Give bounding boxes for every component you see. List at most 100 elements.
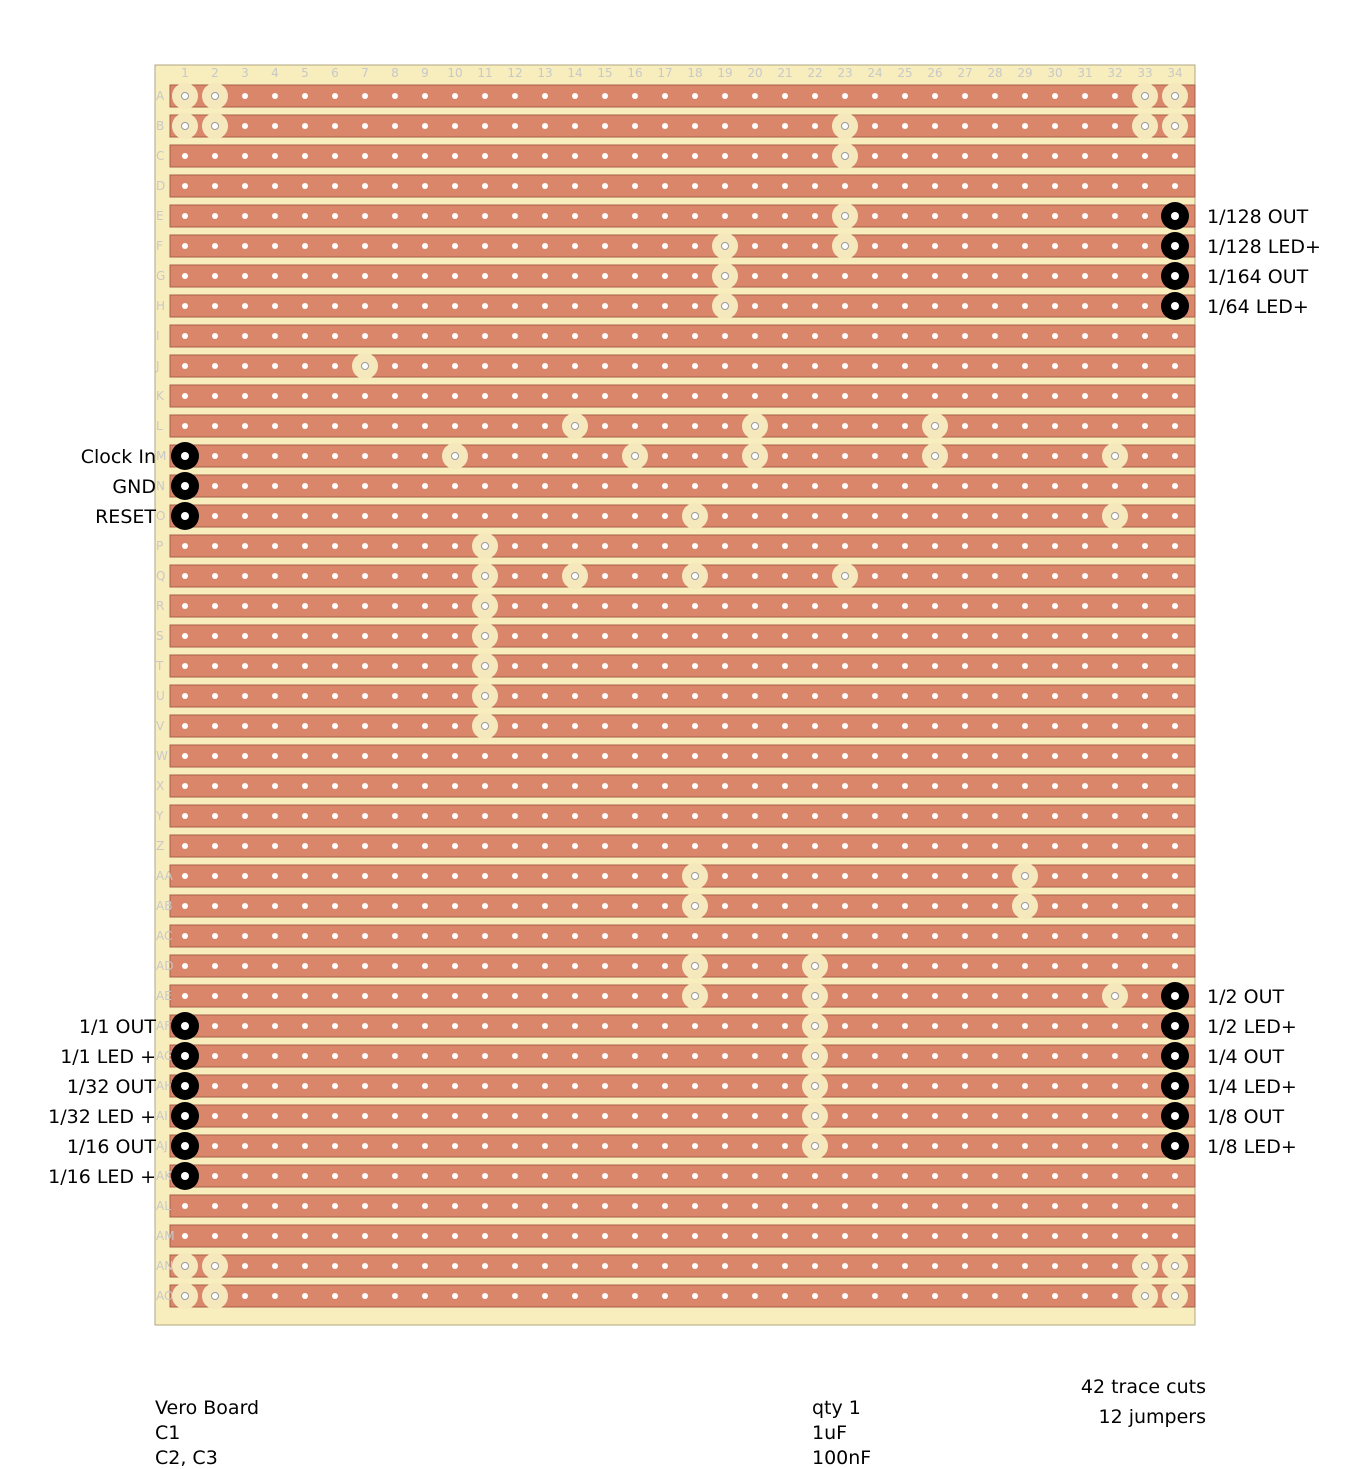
strip-hole	[512, 243, 518, 249]
row-label: W	[156, 749, 168, 763]
strip-hole	[812, 1203, 818, 1209]
strip-hole	[1082, 663, 1088, 669]
strip-hole	[1112, 813, 1118, 819]
strip-hole	[1082, 1143, 1088, 1149]
strip-hole	[1142, 333, 1148, 339]
strip-hole	[482, 843, 488, 849]
strip-hole	[902, 1173, 908, 1179]
strip-hole	[872, 603, 878, 609]
trace-cut-hole	[1141, 92, 1149, 100]
connection-label-right: 1/8 OUT	[1207, 1106, 1284, 1128]
strip-hole	[302, 153, 308, 159]
strip-hole	[1142, 1113, 1148, 1119]
strip-hole	[302, 573, 308, 579]
strip-hole	[302, 903, 308, 909]
strip-hole	[512, 1113, 518, 1119]
trace-cut-hole	[691, 572, 699, 580]
strip-hole	[992, 1143, 998, 1149]
strip-hole	[272, 723, 278, 729]
strip-hole	[602, 543, 608, 549]
strip-hole	[212, 873, 218, 879]
strip-hole	[452, 183, 458, 189]
strip-hole	[272, 873, 278, 879]
strip-hole	[332, 1083, 338, 1089]
strip-hole	[1022, 453, 1028, 459]
strip-hole	[602, 753, 608, 759]
strip-hole	[212, 603, 218, 609]
strip-hole	[272, 393, 278, 399]
strip-hole	[632, 1023, 638, 1029]
strip-hole	[692, 663, 698, 669]
copper-strip	[169, 114, 1196, 138]
strip-hole	[422, 123, 428, 129]
strip-hole	[932, 1083, 938, 1089]
strip-hole	[272, 363, 278, 369]
strip-hole	[1052, 543, 1058, 549]
strip-hole	[302, 1173, 308, 1179]
strip-hole	[992, 123, 998, 129]
trace-cut-hole	[841, 572, 849, 580]
strip-hole	[812, 513, 818, 519]
strip-hole	[302, 1023, 308, 1029]
strip-hole	[212, 483, 218, 489]
trace-cut-hole	[811, 1112, 819, 1120]
trace-cut-hole	[691, 962, 699, 970]
strip-hole	[272, 543, 278, 549]
column-label: 29	[1017, 66, 1032, 80]
strip-hole	[842, 513, 848, 519]
strip-hole	[392, 93, 398, 99]
column-label: 23	[837, 66, 852, 80]
strip-hole	[1112, 843, 1118, 849]
strip-hole	[1052, 723, 1058, 729]
strip-hole	[1142, 423, 1148, 429]
strip-hole	[542, 843, 548, 849]
copper-strip	[169, 1014, 1196, 1038]
strip-hole	[542, 363, 548, 369]
strip-hole	[782, 93, 788, 99]
strip-hole	[482, 423, 488, 429]
strip-hole	[662, 1113, 668, 1119]
strip-hole	[1112, 723, 1118, 729]
strip-hole	[692, 153, 698, 159]
strip-hole	[1112, 273, 1118, 279]
column-label: 13	[537, 66, 552, 80]
strip-hole	[1052, 963, 1058, 969]
strip-hole	[842, 813, 848, 819]
strip-hole	[1112, 543, 1118, 549]
column-label: 8	[391, 66, 399, 80]
trace-cut-hole	[691, 872, 699, 880]
strip-hole	[992, 333, 998, 339]
strip-hole	[1112, 303, 1118, 309]
strip-hole	[992, 423, 998, 429]
strip-hole	[272, 1293, 278, 1299]
strip-hole	[572, 153, 578, 159]
strip-hole	[422, 513, 428, 519]
strip-hole	[902, 483, 908, 489]
strip-hole	[572, 93, 578, 99]
strip-hole	[422, 933, 428, 939]
row-label: AJ	[156, 1139, 168, 1153]
strip-hole	[302, 1263, 308, 1269]
strip-hole	[392, 753, 398, 759]
strip-hole	[1052, 213, 1058, 219]
strip-hole	[1142, 543, 1148, 549]
strip-hole	[692, 213, 698, 219]
strip-hole	[1052, 603, 1058, 609]
strip-hole	[1082, 1203, 1088, 1209]
strip-hole	[242, 1083, 248, 1089]
strip-hole	[512, 273, 518, 279]
strip-hole	[302, 303, 308, 309]
strip-hole	[602, 483, 608, 489]
strip-hole	[602, 423, 608, 429]
strip-hole	[602, 1023, 608, 1029]
strip-hole	[242, 543, 248, 549]
strip-hole	[452, 993, 458, 999]
strip-hole	[332, 393, 338, 399]
strip-hole	[452, 363, 458, 369]
strip-hole	[512, 93, 518, 99]
strip-hole	[482, 153, 488, 159]
bom-value-c2-c3: 100nF	[812, 1447, 872, 1469]
trace-cut-hole	[481, 572, 489, 580]
strip-hole	[392, 1293, 398, 1299]
strip-hole	[362, 153, 368, 159]
